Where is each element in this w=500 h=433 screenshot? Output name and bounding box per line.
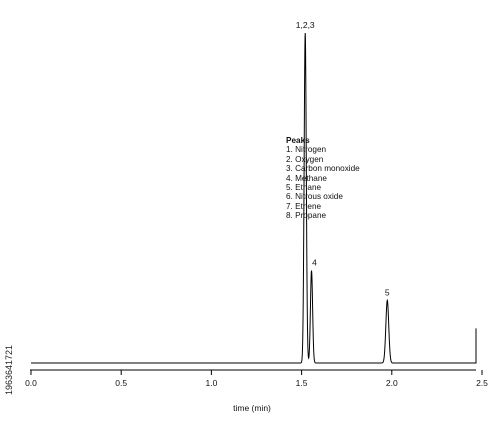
legend-item: 4. Methane: [286, 173, 327, 183]
legend-item: 3. Carbon monoxide: [286, 164, 360, 174]
stock-image-id: 1963641721: [0, 310, 18, 430]
x-tick-label: 2.5: [476, 378, 488, 388]
x-tick-label: 2.0: [386, 378, 398, 388]
legend-item: 1. Nitrogen: [286, 145, 327, 155]
x-axis-label: time (min): [233, 403, 271, 413]
x-tick-label: 0.0: [25, 378, 37, 388]
legend-title: Peaks: [286, 136, 310, 145]
legend-item: 8. Propane: [286, 211, 327, 221]
x-axis-ticks: [30, 370, 483, 375]
peaks-legend: Peaks 1. Nitrogen 2. Oxygen 3. Carbon mo…: [286, 136, 360, 221]
legend-item: 5. Ethane: [286, 183, 322, 193]
legend-item: 7. Ethene: [286, 201, 322, 211]
peak-label: 5: [385, 287, 390, 297]
x-axis-tick-labels: 0.00.51.01.52.02.53.03.54.04.5: [25, 378, 488, 388]
peak-label: 1,2,3: [296, 20, 315, 30]
stock-image-id-text: 1963641721: [4, 344, 14, 396]
legend-item: 2. Oxygen: [286, 154, 324, 164]
x-tick-label: 1.5: [296, 378, 308, 388]
x-tick-label: 0.5: [115, 378, 127, 388]
chromatogram-trace: [31, 32, 477, 364]
x-tick-label: 1.0: [205, 378, 217, 388]
legend-item: 6. Nitrous oxide: [286, 192, 343, 202]
peak-labels: 1,2,345678: [296, 20, 390, 297]
peak-label: 4: [312, 258, 317, 268]
